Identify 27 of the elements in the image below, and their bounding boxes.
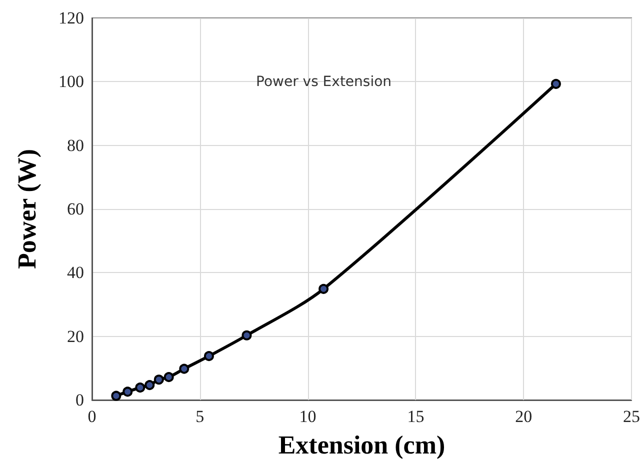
x-tick-label: 0	[88, 407, 96, 426]
x-tick-label: 25	[623, 407, 640, 426]
y-tick-label: 20	[67, 326, 84, 346]
point	[318, 284, 329, 294]
y-tick-label: 60	[67, 200, 84, 218]
y-tick-label: 40	[67, 263, 84, 282]
y-tick-label: 0	[76, 390, 84, 410]
point	[154, 374, 164, 385]
x-tick-label: 5	[196, 407, 204, 426]
x-tick-label: 15	[407, 407, 424, 426]
y-tick-label: 120	[58, 8, 84, 28]
point	[111, 390, 122, 401]
point	[122, 386, 133, 397]
point	[550, 78, 561, 89]
y-tick-label: 80	[67, 136, 84, 155]
point	[179, 364, 190, 374]
point	[242, 330, 252, 340]
point	[135, 382, 146, 393]
x-tick-label: 20	[515, 407, 532, 426]
x-tick-label: 10	[299, 407, 316, 426]
point	[144, 380, 155, 390]
point	[204, 351, 214, 362]
point	[164, 372, 174, 382]
text: Power vs Extension	[256, 74, 392, 90]
x-axis-title: Extension (cm)	[278, 430, 446, 460]
y-tick-label: 100	[58, 72, 84, 92]
y-axis-title: Power (W)	[12, 148, 42, 270]
